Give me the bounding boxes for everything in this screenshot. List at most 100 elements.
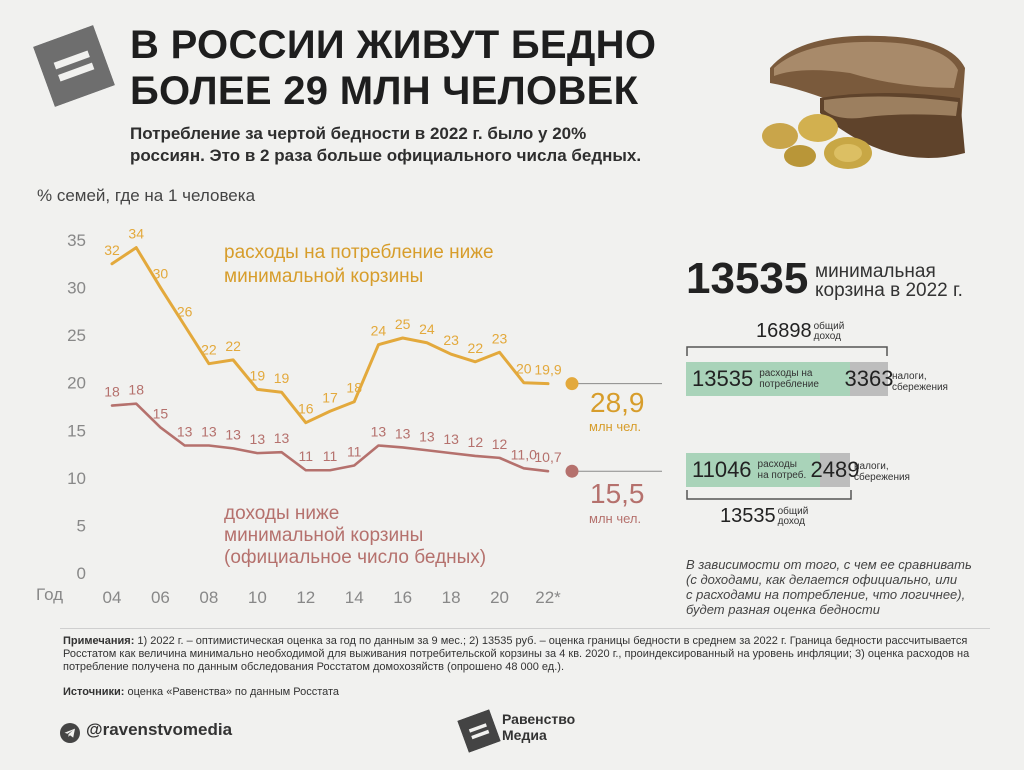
budget-note: В зависимости от того, с чем ее сравнива… (686, 557, 996, 617)
y-axis-title: % семей, где на 1 человека (37, 186, 256, 205)
min-basket-label: минимальная корзина в 2022 г. (815, 262, 995, 300)
min-basket-label-line-2: корзина в 2022 г. (815, 280, 963, 301)
x-tick-label: 22* (535, 588, 561, 607)
y-tick-label: 5 (77, 516, 86, 535)
bread-and-coins-image (762, 35, 965, 169)
top-savings-label-line-2: сбережения (892, 382, 948, 393)
bottom-budget-bar: 11046 расходы на потреб. 2489 (686, 453, 859, 487)
y-tick-label: 0 (77, 564, 86, 583)
title-line-1: В России живут бедно (130, 23, 657, 67)
data-label: 12 (492, 436, 508, 452)
top-total-label: общий доход (814, 322, 845, 342)
x-tick-label: 16 (393, 588, 412, 607)
bottom-consumption-label: расходы на потреб. (758, 459, 807, 481)
telegram-handle-link[interactable]: @ravenstvomedia (86, 720, 233, 739)
data-label: 22 (225, 338, 241, 354)
top-total-income: 16898 общий доход (756, 320, 844, 343)
sources-label: Источники: (63, 686, 125, 698)
top-consumption-label-line-2: потребление (759, 379, 819, 390)
sources: Источники: оценка «Равенства» по данным … (63, 686, 339, 698)
page-title: В России живут бедно более 29 млн челове… (130, 22, 750, 114)
top-savings-label-line-1: налоги, (892, 371, 927, 382)
top-consumption-label-line-1: расходы на (759, 368, 813, 379)
data-label: 11 (323, 448, 338, 464)
top-savings-value: 3363 (844, 366, 894, 391)
y-tick-label: 20 (67, 374, 86, 393)
bottom-total-label: общий доход (778, 507, 809, 527)
page-subtitle: Потребление за чертой бедности в 2022 г.… (130, 123, 750, 167)
bottom-consumption-value: 11046 (692, 457, 752, 482)
chart-series (110, 246, 662, 478)
data-label: 30 (153, 266, 169, 282)
x-tick-label: 14 (345, 588, 364, 607)
bottom-savings-segment: 2489 (811, 453, 859, 487)
line-chart: 0 5 10 15 20 25 30 35 04 06 08 10 12 14 16 18 20 22* 32 34… (67, 226, 662, 607)
series-line-income (110, 402, 550, 473)
bottom-consumption-label-line-1: расходы (757, 459, 797, 470)
y-tick-label: 15 (67, 421, 86, 440)
x-tick-label: 08 (199, 588, 218, 607)
data-label: 13 (371, 424, 387, 440)
data-label: 32 (104, 242, 120, 258)
data-label: 18 (128, 382, 144, 398)
data-label: 13 (419, 428, 435, 444)
brand-name-line-2: Медиа (502, 727, 547, 743)
bottom-savings-label-line-2: сбережения (854, 472, 910, 483)
top-total-bracket (686, 346, 888, 356)
budget-note-line-1: В зависимости от того, с чем ее сравнива… (686, 557, 972, 572)
series-end-point (565, 464, 579, 478)
data-label: 18 (346, 380, 362, 396)
x-tick-label: 10 (248, 588, 267, 607)
brand-name: Равенство Медиа (502, 711, 575, 743)
consumption-annotation-line-2: минимальной корзины (224, 266, 424, 287)
x-tick-label: 20 (490, 588, 509, 607)
data-label: 26 (177, 304, 193, 320)
x-tick-label: 04 (103, 588, 122, 607)
data-label: 19 (250, 367, 266, 383)
bottom-consumption-segment: 11046 расходы на потреб. (686, 453, 820, 487)
data-label: 23 (443, 332, 459, 348)
y-tick-label: 35 (67, 231, 86, 250)
top-consumption-label: расходы на потребление (759, 368, 819, 390)
equals-logo-icon (457, 709, 501, 753)
data-label: 22 (201, 342, 217, 358)
data-label: 19,9 (534, 362, 561, 378)
data-label: 11 (299, 448, 314, 464)
x-tick-label: 06 (151, 588, 170, 607)
income-annotation-line-2: минимальной корзины (224, 525, 424, 546)
top-savings-label: налоги, сбережения (892, 371, 948, 393)
bottom-savings-value: 2489 (810, 457, 860, 482)
footer-divider (60, 628, 990, 629)
data-label: 10,7 (534, 449, 561, 465)
top-consumption-segment: 13535 расходы на потребление (686, 362, 850, 396)
consumption-series-annotation: расходы на потребление ниже минимальной … (224, 241, 564, 289)
x-tick-label: 18 (442, 588, 461, 607)
data-label: 20 (516, 361, 532, 377)
top-total-label-line-2: доход (813, 331, 841, 342)
series-end-point (565, 377, 579, 391)
data-label: 19 (274, 370, 290, 386)
budget-note-line-4: будет разная оценка бедности (686, 602, 880, 617)
brand-logo-icon (32, 24, 116, 108)
consumption-people-unit: млн чел. (589, 419, 642, 434)
data-label: 24 (419, 321, 435, 337)
footnotes: Примечания: 1) 2022 г. – оптимистическая… (63, 635, 998, 674)
budget-note-line-3: с расходами на потребление, что логичнее… (686, 587, 966, 602)
top-savings-segment: 3363 (845, 362, 893, 396)
telegram-icon (60, 723, 80, 743)
data-label: 12 (468, 434, 484, 450)
x-axis-title: Год (36, 585, 64, 604)
bottom-consumption-label-line-2: на потреб. (757, 470, 807, 481)
y-tick-label: 30 (67, 279, 86, 298)
data-label: 13 (443, 431, 459, 447)
data-label: 13 (225, 426, 241, 442)
chart-grid: 0 5 10 15 20 25 30 35 04 06 08 10 12 14 16 18 20 22* (67, 231, 561, 607)
income-people-value: 15,5 (590, 478, 645, 509)
data-label: 13 (201, 424, 217, 440)
data-label: 15 (153, 405, 169, 421)
top-total-value: 16898 (756, 320, 812, 342)
data-label: 13 (250, 431, 266, 447)
data-label: 16 (298, 401, 314, 417)
consumption-annotation-line-1: расходы на потребление ниже (224, 242, 494, 263)
data-label: 17 (322, 389, 338, 405)
